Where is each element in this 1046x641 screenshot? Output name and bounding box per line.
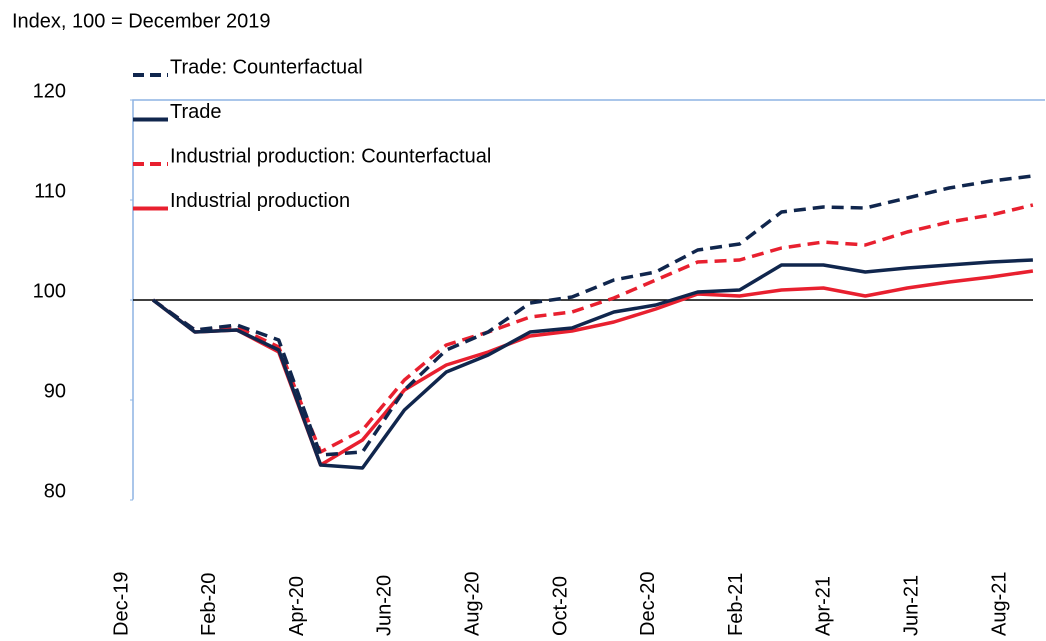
y-tick-label: 100 bbox=[33, 280, 66, 302]
x-tick-label: Apr-20 bbox=[286, 576, 308, 636]
x-tick-label: Oct-20 bbox=[549, 576, 571, 636]
x-tick-label: Jun-20 bbox=[374, 575, 396, 636]
x-tick-label: Feb-20 bbox=[198, 573, 220, 636]
x-tick-label: Aug-21 bbox=[988, 572, 1010, 637]
x-tick-label: Aug-20 bbox=[461, 572, 483, 637]
legend-label: Trade bbox=[170, 101, 222, 123]
legend-label: Industrial production: Counterfactual bbox=[170, 145, 491, 167]
x-tick-label: Dec-19 bbox=[110, 572, 132, 636]
legend-label: Industrial production bbox=[170, 190, 350, 212]
x-tick-label: Jun-21 bbox=[900, 575, 922, 636]
series-line bbox=[151, 203, 1034, 454]
y-axis-label: Index, 100 = December 2019 bbox=[12, 10, 271, 32]
x-tick-label: Apr-21 bbox=[813, 576, 835, 636]
y-tick-label: 110 bbox=[34, 180, 66, 202]
x-tick-label: Dec-20 bbox=[637, 572, 659, 636]
y-tick-label: 90 bbox=[44, 380, 66, 402]
y-tick-label: 80 bbox=[44, 480, 66, 502]
legend-label: Trade: Counterfactual bbox=[170, 56, 363, 78]
y-tick-label: 120 bbox=[33, 80, 66, 102]
x-tick-label: Feb-21 bbox=[725, 573, 747, 636]
series-line bbox=[151, 258, 1033, 470]
series-line bbox=[151, 174, 1034, 457]
